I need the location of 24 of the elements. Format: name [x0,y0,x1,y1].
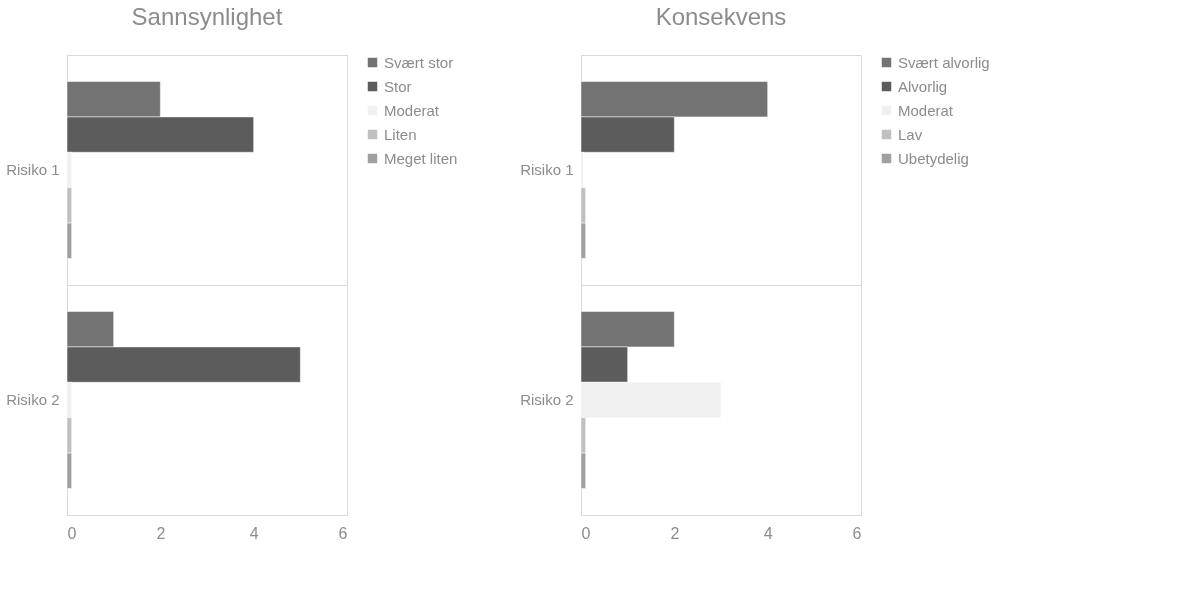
x-tick-label: 2 [670,524,680,542]
y-tick-label: Risiko 1 [6,161,60,178]
legend-label: Liten [384,125,417,143]
legend-label: Moderat [898,101,954,119]
y-tick-label: Risiko 2 [520,391,574,408]
legend-label: Stor [384,77,412,95]
legend-label: Meget liten [384,149,458,167]
x-tick-label: 6 [338,524,348,542]
legend-label: Alvorlig [898,77,948,95]
x-tick-label: 4 [249,524,259,542]
x-tick-label: 4 [763,524,773,542]
x-tick-label: 0 [67,524,77,542]
legend-label: Svært alvorlig [898,53,990,71]
legend-label: Ubetydelig [898,149,969,167]
y-tick-label: Risiko 2 [6,391,60,408]
legend-label: Svært stor [384,53,454,71]
legend-label: Moderat [384,101,440,119]
x-tick-label: 6 [852,524,862,542]
y-tick-label: Risiko 1 [520,161,574,178]
chart-title: Konsekvens [655,3,787,30]
x-tick-label: 0 [581,524,591,542]
chart-title: Sannsynlighet [131,3,283,30]
legend-label: Lav [898,125,923,143]
x-tick-label: 2 [156,524,166,542]
